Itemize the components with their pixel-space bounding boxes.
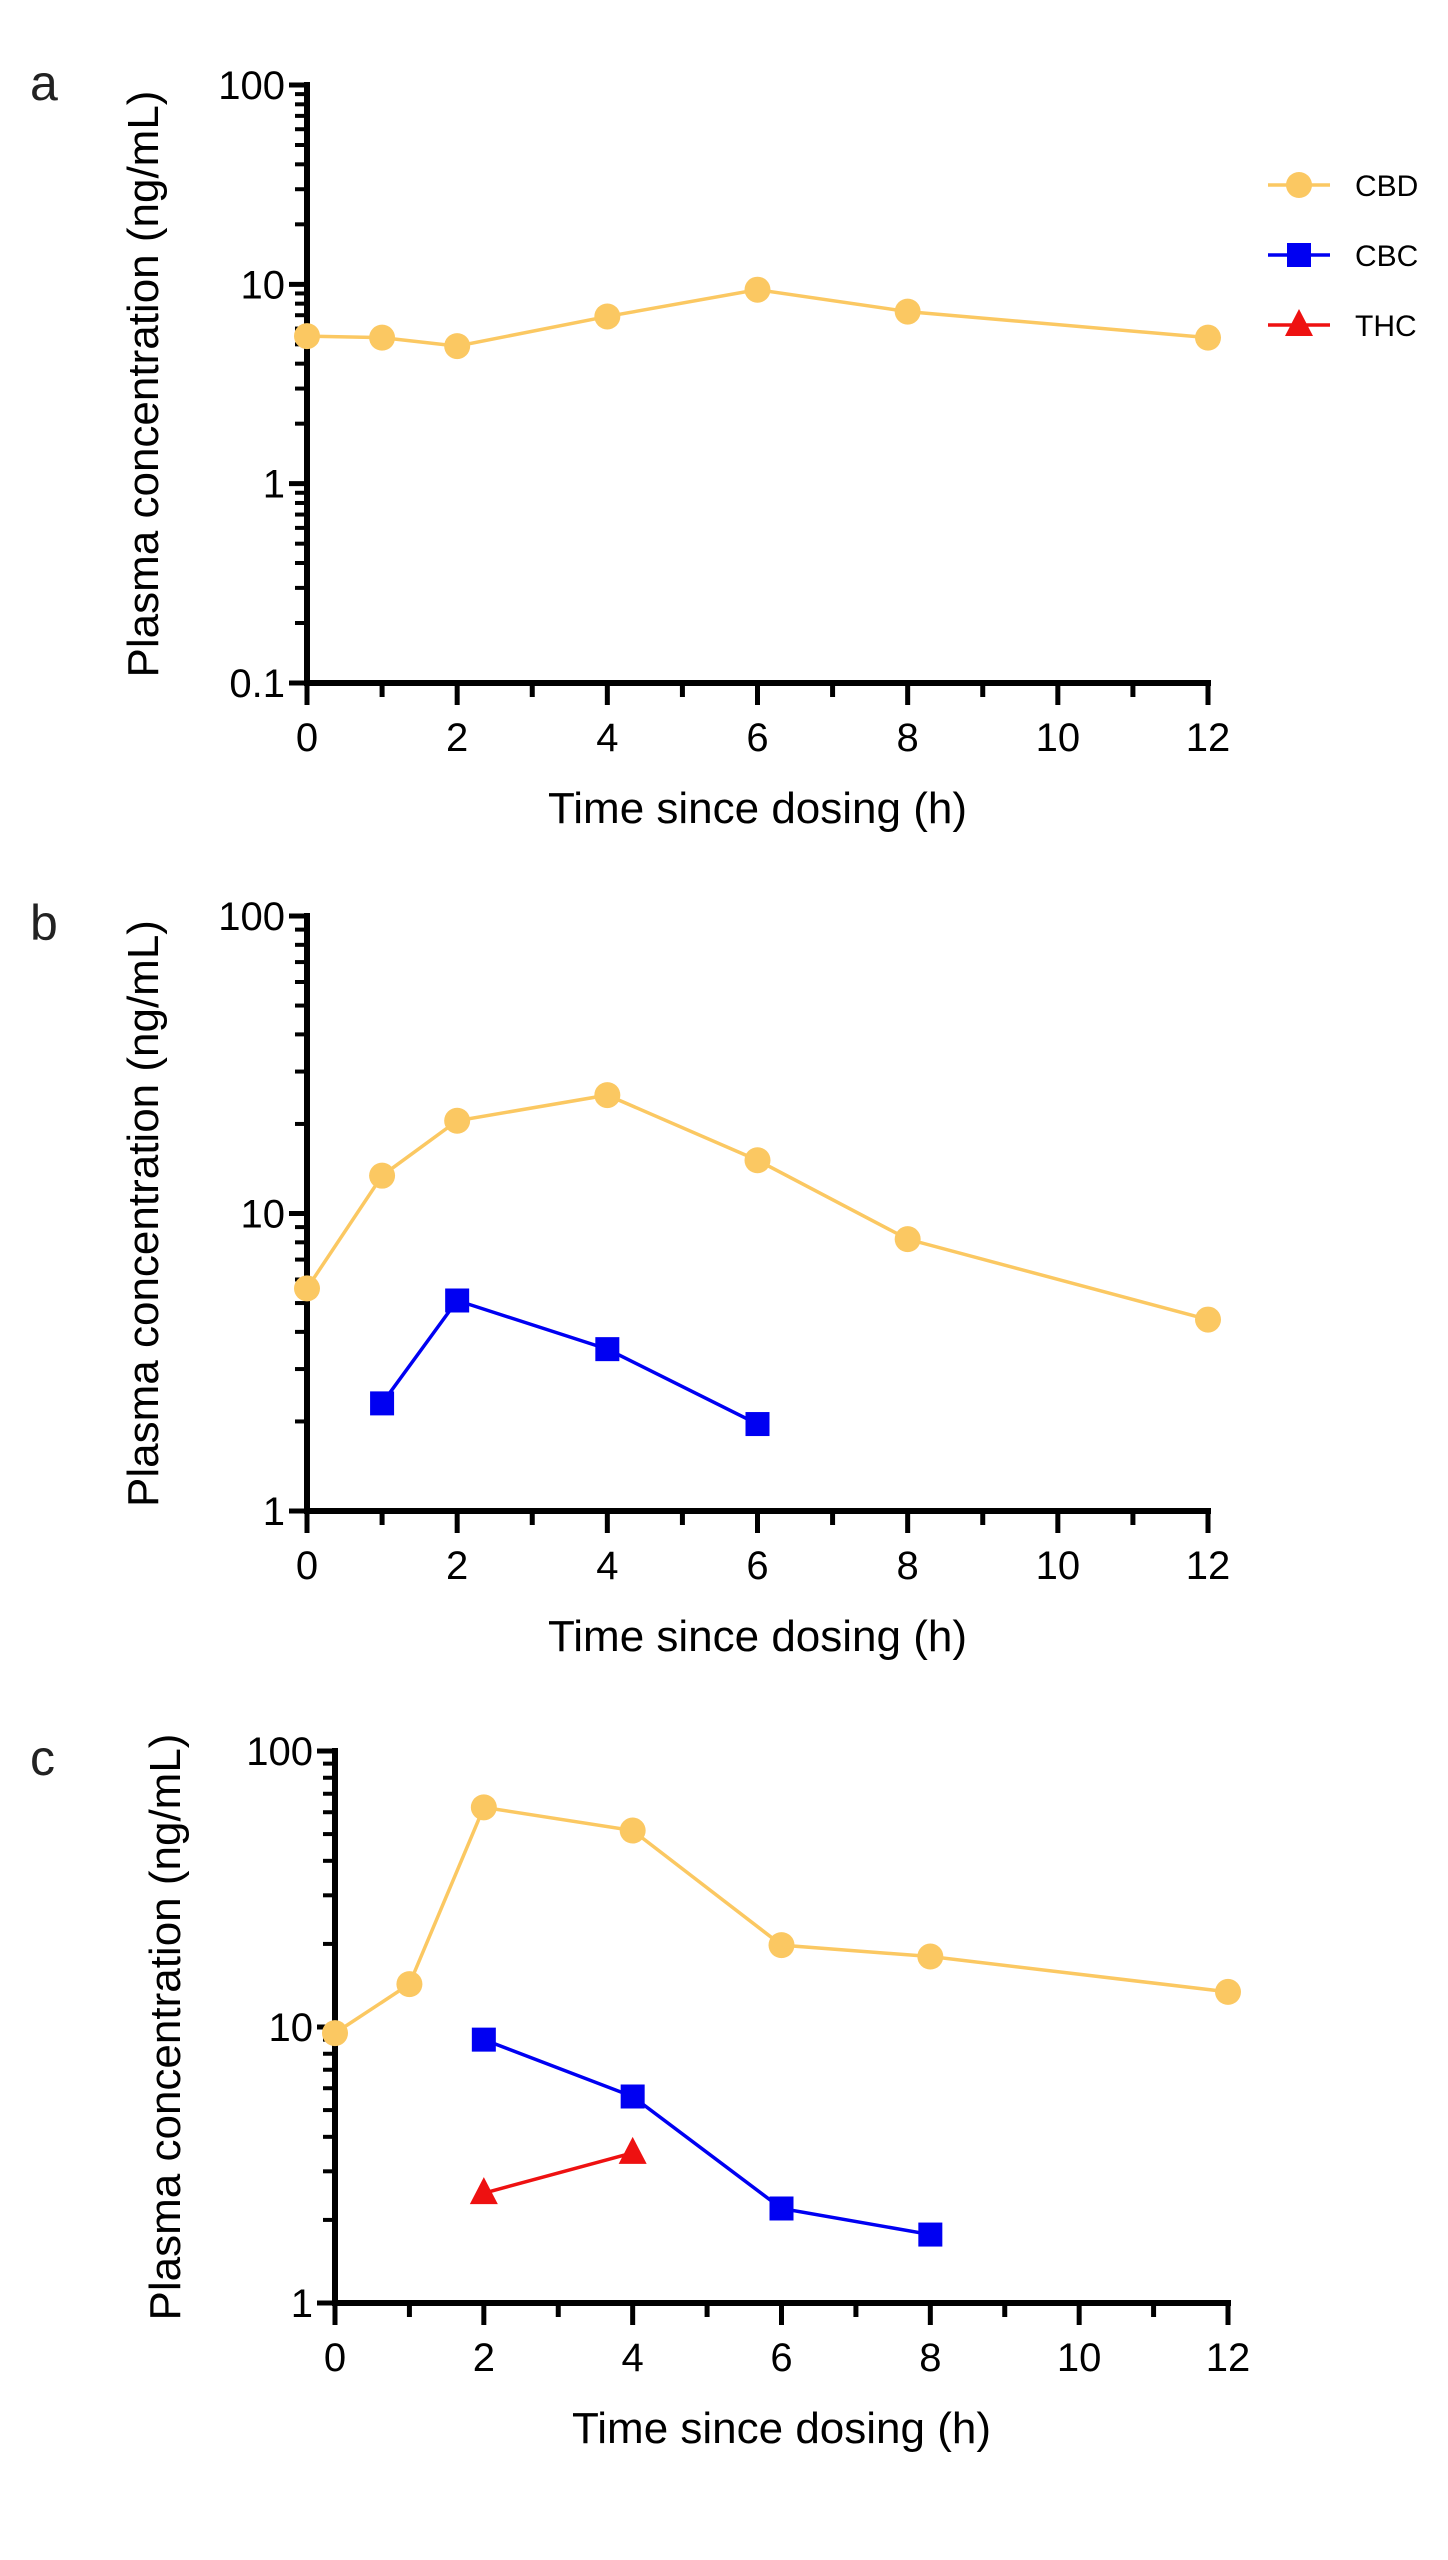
- data-point-cbd: [894, 298, 921, 325]
- panel-b: b 1 10 100 0 2 4 6 8 10 12 Time since dosing (h) Pla…: [30, 895, 1230, 1661]
- data-point-cbd: [444, 1107, 471, 1134]
- data-point-cbd: [294, 323, 320, 350]
- x-tick-label: 2: [473, 2336, 495, 2380]
- data-point-cbd: [894, 1226, 921, 1253]
- y-tick-label: 100: [246, 1730, 313, 1774]
- x-axis-title: Time since dosing (h): [548, 784, 967, 833]
- x-axis-title: Time since dosing (h): [548, 1612, 967, 1661]
- series-thc: [469, 2136, 647, 2205]
- data-point-cbc: [595, 1337, 620, 1362]
- series-line-cbd: [305, 1093, 1209, 1322]
- data-point-cbc: [620, 2084, 645, 2109]
- x-tick-label: 10: [1057, 2336, 1102, 2380]
- x-tick-label: 2: [446, 716, 468, 760]
- series-cbc: [370, 1288, 770, 1437]
- data-point-cbd: [1195, 324, 1221, 351]
- panel-c: c 1 10 100 0 2 4 6 8 10 12 Time since dosing (h) Pla…: [30, 1730, 1250, 2453]
- series-cbd: [322, 1794, 1241, 2047]
- data-point-cbd: [768, 1932, 795, 1959]
- series-cbd: [294, 1082, 1221, 1333]
- x-tick-label: 4: [596, 1544, 618, 1588]
- panel-letter: b: [30, 895, 58, 951]
- y-tick-label: 0.1: [229, 662, 285, 706]
- y-tick-label: 1: [263, 463, 285, 507]
- data-point-cbd: [744, 276, 771, 303]
- legend-label: CBD: [1355, 170, 1418, 203]
- x-tick-label: 6: [746, 716, 768, 760]
- x-tick-label: 8: [897, 716, 919, 760]
- y-tick-label: 1: [291, 2282, 313, 2326]
- data-point-cbd: [369, 1162, 396, 1189]
- y-tick-label: 1: [263, 1490, 285, 1534]
- data-point-thc: [469, 2177, 498, 2205]
- y-axis-title: Plasma concentration (ng/mL): [119, 91, 168, 678]
- y-tick-label: 10: [241, 1193, 286, 1237]
- x-tick-label: 8: [919, 2336, 941, 2380]
- y-axis-title: Plasma concentration (ng/mL): [141, 1734, 190, 2321]
- series-line-cbd: [334, 1805, 1229, 2035]
- series-cbc: [471, 2027, 943, 2247]
- data-point-cbc: [918, 2222, 943, 2247]
- legend: CBD CBC THC: [1268, 170, 1418, 343]
- data-point-cbc: [370, 1391, 395, 1416]
- x-tick-label: 2: [446, 1544, 468, 1588]
- x-tick-label: 6: [770, 2336, 792, 2380]
- x-tick-label: 0: [296, 716, 318, 760]
- legend-label: THC: [1355, 310, 1417, 343]
- data-point-cbd: [444, 333, 471, 360]
- series-line-cbc: [380, 1298, 759, 1426]
- x-tick-label: 12: [1206, 2336, 1251, 2380]
- x-tick-label: 4: [596, 716, 618, 760]
- y-axis-title: Plasma concentration (ng/mL): [119, 920, 168, 1507]
- data-point-cbd: [917, 1943, 944, 1970]
- x-tick-label: 10: [1036, 716, 1081, 760]
- x-tick-label: 8: [897, 1544, 919, 1588]
- data-point-cbc: [769, 2196, 794, 2221]
- y-tick-label: 10: [241, 263, 286, 307]
- data-point-cbd: [594, 303, 621, 330]
- legend-item-cbd: CBD: [1268, 170, 1418, 203]
- y-tick-label: 100: [218, 64, 285, 108]
- y-tick-label: 100: [218, 895, 285, 939]
- panel-a: a 0.1 1 10 100 0 2 4 6 8 10 12 Time since dosing (h)…: [30, 55, 1418, 833]
- x-tick-label: 10: [1036, 1544, 1081, 1588]
- data-point-cbc: [445, 1288, 470, 1313]
- legend-marker-square-icon: [1287, 243, 1311, 267]
- x-axis-title: Time since dosing (h): [572, 2404, 991, 2453]
- y-tick-label: 10: [269, 2006, 314, 2050]
- data-point-cbd: [322, 2020, 348, 2047]
- x-tick-label: 6: [746, 1544, 768, 1588]
- legend-marker-triangle-icon: [1285, 309, 1313, 336]
- data-point-cbd: [744, 1147, 771, 1174]
- data-point-cbd: [369, 324, 396, 351]
- data-point-cbc: [745, 1412, 770, 1437]
- x-tick-label: 12: [1186, 1544, 1231, 1588]
- x-tick-label: 0: [296, 1544, 318, 1588]
- series-cbd: [294, 276, 1221, 360]
- x-tick-label: 0: [324, 2336, 346, 2380]
- data-point-cbd: [396, 1971, 423, 1998]
- data-point-cbd: [294, 1275, 320, 1302]
- x-tick-label: 4: [622, 2336, 644, 2380]
- data-point-cbc: [471, 2027, 496, 2052]
- data-point-cbd: [594, 1082, 621, 1109]
- legend-item-thc: THC: [1268, 309, 1417, 343]
- data-point-cbd: [470, 1794, 497, 1821]
- data-point-cbd: [619, 1817, 646, 1844]
- data-point-cbd: [1195, 1306, 1221, 1333]
- legend-marker-circle-icon: [1286, 172, 1312, 198]
- legend-label: CBC: [1355, 240, 1418, 273]
- series-line-thc: [483, 2151, 634, 2195]
- x-tick-label: 12: [1186, 716, 1231, 760]
- data-point-cbd: [1215, 1978, 1241, 2005]
- data-point-thc: [618, 2136, 647, 2164]
- series-line-cbc: [483, 2037, 931, 2237]
- panel-letter: c: [30, 1730, 55, 1786]
- panel-letter: a: [30, 55, 58, 111]
- legend-item-cbc: CBC: [1268, 240, 1418, 273]
